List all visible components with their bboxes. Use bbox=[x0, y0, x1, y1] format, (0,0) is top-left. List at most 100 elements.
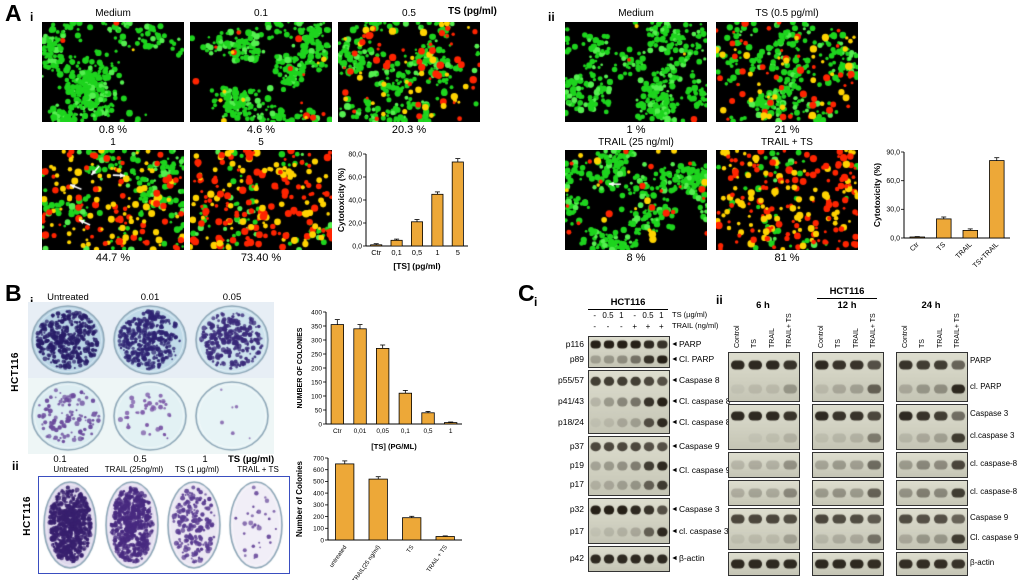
lane-label: TRAIL bbox=[937, 328, 944, 348]
mw-label: p18/24 bbox=[558, 417, 584, 427]
cytotoxicity-percent: 21 % bbox=[774, 124, 800, 136]
dose-cell: 1 bbox=[659, 311, 664, 320]
micrograph-title: Medium bbox=[95, 8, 131, 19]
svg-text:TRAIL + TS: TRAIL + TS bbox=[426, 545, 449, 574]
band-label: ◄Cl. caspase 9 bbox=[671, 465, 730, 475]
mw-label: p42 bbox=[569, 553, 584, 563]
svg-text:0,05: 0,05 bbox=[376, 428, 389, 435]
blot-cell-line-header: HCT116 bbox=[588, 297, 668, 310]
western-blot-strip bbox=[588, 370, 670, 434]
svg-text:untreated: untreated bbox=[329, 545, 348, 569]
dose-cell: - bbox=[606, 322, 610, 331]
dish-label: 1 bbox=[202, 454, 208, 465]
band-label-text: Caspase 3 bbox=[678, 504, 720, 514]
ts-unit-label: TS (µg/ml) bbox=[228, 454, 275, 465]
svg-text:Cytotoxicity (%): Cytotoxicity (%) bbox=[336, 168, 346, 232]
band-arrow-icon: ◄ bbox=[671, 398, 678, 405]
svg-text:TS: TS bbox=[406, 545, 415, 555]
dose-cell: - bbox=[619, 322, 623, 331]
blot-cell-line-header: HCT116 bbox=[817, 286, 877, 299]
mw-label: p19 bbox=[569, 460, 584, 470]
svg-text:0: 0 bbox=[320, 537, 324, 544]
fluorescence-micrograph bbox=[42, 22, 184, 122]
fluorescence-micrograph bbox=[338, 22, 480, 122]
western-blot-strip bbox=[728, 480, 800, 506]
colony-assay-dish bbox=[228, 480, 284, 570]
lane-label: Control bbox=[734, 325, 741, 348]
dish-label: 0.5 bbox=[133, 454, 147, 465]
svg-text:1: 1 bbox=[449, 428, 453, 435]
svg-text:700: 700 bbox=[313, 455, 324, 462]
band-label: cl. PARP bbox=[970, 382, 1002, 391]
svg-text:350: 350 bbox=[311, 323, 322, 330]
svg-text:0,01: 0,01 bbox=[354, 428, 367, 435]
cytotoxicity-percent: 4.6 % bbox=[246, 124, 276, 136]
band-label: cl. caspase-8 bbox=[970, 487, 1018, 496]
band-label: Caspase 3 bbox=[970, 409, 1009, 418]
panel-a-label: A bbox=[5, 0, 22, 26]
band-arrow-icon: ◄ bbox=[671, 419, 678, 426]
band-arrow-icon: ◄ bbox=[671, 443, 678, 450]
band-label: cl.caspase 3 bbox=[970, 431, 1015, 440]
mw-label: p32 bbox=[569, 504, 584, 514]
band-label: ◄β-actin bbox=[671, 553, 705, 563]
svg-text:90,0: 90,0 bbox=[886, 149, 900, 156]
western-blot-strip bbox=[812, 480, 884, 506]
cytotoxicity-percent: 1 % bbox=[626, 124, 646, 136]
svg-text:30,0: 30,0 bbox=[886, 207, 900, 214]
svg-text:0,5: 0,5 bbox=[412, 248, 422, 257]
colony-assay-dish bbox=[194, 304, 270, 376]
band-label: ◄PARP bbox=[671, 339, 701, 349]
svg-text:5: 5 bbox=[456, 248, 460, 257]
svg-text:0: 0 bbox=[318, 421, 322, 428]
svg-text:[TS] (pg/ml): [TS] (pg/ml) bbox=[393, 261, 440, 271]
svg-text:TRAIL(25 ng/ml): TRAIL(25 ng/ml) bbox=[352, 545, 382, 580]
western-blot-strip bbox=[812, 452, 884, 478]
svg-text:TRAIL: TRAIL bbox=[955, 241, 974, 260]
band-arrow-icon: ◄ bbox=[671, 356, 678, 363]
panel-b-ii-label: ii bbox=[12, 459, 19, 473]
timepoint-label: 12 h bbox=[837, 300, 857, 311]
svg-text:500: 500 bbox=[313, 479, 324, 486]
lane-label: TRAIL+ TS bbox=[786, 313, 793, 348]
western-blot-strip bbox=[896, 508, 968, 550]
svg-text:300: 300 bbox=[311, 337, 322, 344]
svg-text:40,0: 40,0 bbox=[348, 197, 362, 204]
colony-assay-dish bbox=[30, 380, 106, 452]
mw-label: p17 bbox=[569, 479, 584, 489]
svg-text:TS+TRAIL: TS+TRAIL bbox=[972, 241, 1000, 269]
svg-text:Ctr: Ctr bbox=[371, 248, 382, 257]
lane-label: TRAIL+ TS bbox=[870, 313, 877, 348]
svg-text:400: 400 bbox=[313, 490, 324, 497]
dose-cell: - bbox=[593, 311, 596, 320]
svg-text:Ctr: Ctr bbox=[333, 428, 343, 435]
dose-cell: - bbox=[633, 311, 636, 320]
svg-text:[TS] (PG/ML): [TS] (PG/ML) bbox=[371, 442, 417, 451]
band-label-text: PARP bbox=[678, 339, 702, 349]
band-label: ◄cl. caspase 3 bbox=[671, 526, 729, 536]
mw-label: p55/57 bbox=[558, 375, 584, 385]
svg-text:100: 100 bbox=[313, 526, 324, 533]
fluorescence-micrograph bbox=[190, 150, 332, 250]
fluorescence-micrograph bbox=[42, 150, 184, 250]
colony-assay-dish bbox=[112, 304, 188, 376]
trail-row-label: TRAIL (ng/ml) bbox=[672, 321, 719, 330]
svg-text:NUMBER OF COLONIES: NUMBER OF COLONIES bbox=[297, 327, 304, 408]
svg-text:0,0: 0,0 bbox=[352, 243, 362, 250]
mw-label: p17 bbox=[569, 526, 584, 536]
band-label-text: Cl. caspase 8 bbox=[678, 396, 731, 406]
lane-label: TRAIL bbox=[769, 328, 776, 348]
cytotoxicity-percent: 81 % bbox=[774, 252, 800, 264]
micrograph-title: TRAIL + TS bbox=[761, 137, 813, 148]
band-label: cl. caspase-8 bbox=[970, 459, 1018, 468]
dish-group-border bbox=[38, 476, 290, 574]
trail-dose-row: - - - + + + bbox=[588, 322, 668, 332]
band-label-text: β-actin bbox=[678, 553, 705, 563]
fluorescence-micrograph bbox=[565, 22, 707, 122]
western-blot-strip bbox=[812, 404, 884, 450]
western-blot-strip bbox=[728, 404, 800, 450]
dish-label: 0.1 bbox=[53, 454, 67, 465]
band-label-text: Cl. caspase 9 bbox=[678, 465, 731, 475]
western-blot-strip bbox=[812, 552, 884, 576]
dish-label: TS (1 µg/ml) bbox=[174, 465, 220, 474]
